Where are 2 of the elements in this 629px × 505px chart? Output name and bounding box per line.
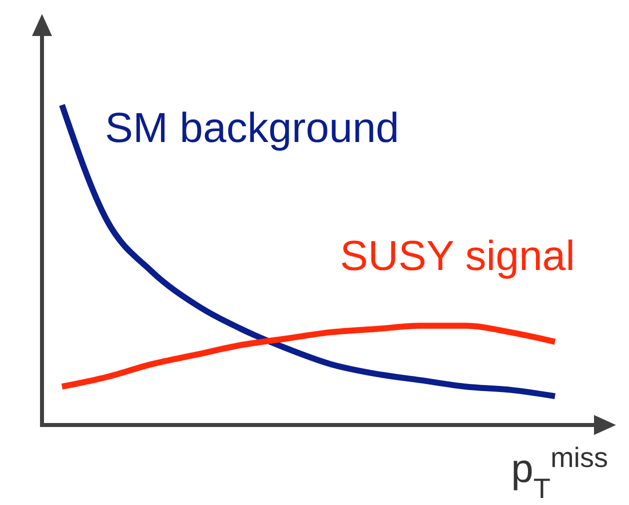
series-label: SUSY signal [340,232,575,279]
series-label: SM background [105,104,400,151]
